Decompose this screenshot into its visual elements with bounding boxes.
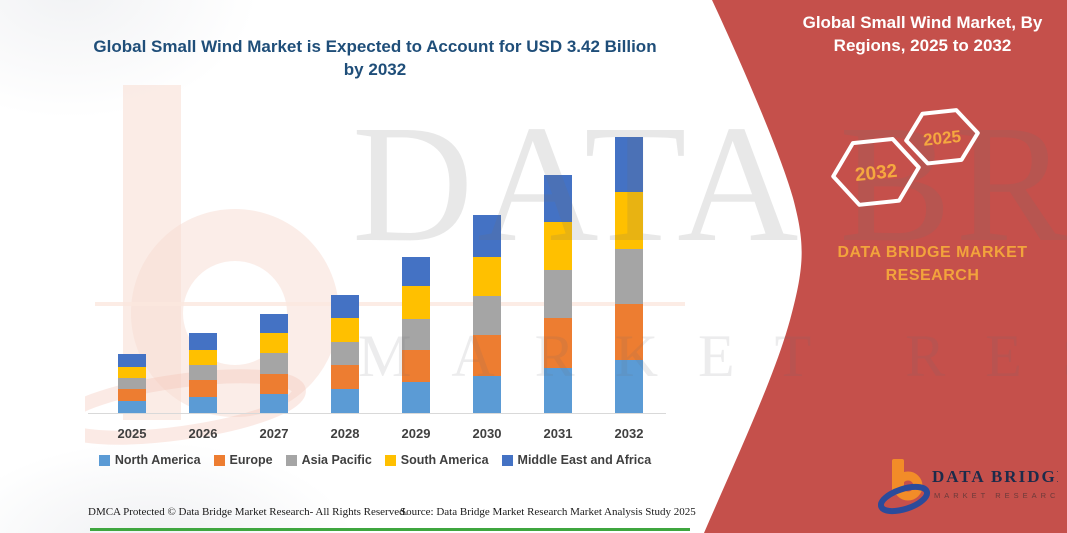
x-axis-line bbox=[88, 413, 666, 414]
bar-segment-2027-middle-east-and-africa bbox=[260, 314, 288, 333]
bar-2032 bbox=[615, 137, 643, 413]
bar-segment-2027-south-america bbox=[260, 333, 288, 353]
hexagon-2032: 2032 bbox=[831, 136, 921, 207]
bar-segment-2027-europe bbox=[260, 374, 288, 394]
bar-segment-2027-asia-pacific bbox=[260, 353, 288, 374]
bar-segment-2031-middle-east-and-africa bbox=[544, 175, 572, 222]
bar-segment-2030-europe bbox=[473, 335, 501, 376]
bar-segment-2029-middle-east-and-africa bbox=[402, 257, 430, 286]
copyright-text: DMCA Protected © Data Bridge Market Rese… bbox=[88, 506, 408, 518]
hexagon-2025: 2025 bbox=[904, 108, 980, 166]
legend-marker-icon bbox=[98, 454, 110, 466]
legend-label: South America bbox=[400, 453, 489, 467]
legend-label: Asia Pacific bbox=[301, 453, 372, 467]
svg-text:2032: 2032 bbox=[854, 161, 898, 186]
bar-segment-2026-north-america bbox=[189, 397, 217, 413]
bar-segment-2029-south-america bbox=[402, 286, 430, 319]
x-axis-label-2025: 2025 bbox=[117, 426, 147, 441]
source-text: Source: Data Bridge Market Research Mark… bbox=[400, 506, 696, 518]
legend-item-north-america: North America bbox=[98, 453, 201, 467]
x-axis-labels: 2025 2026 2027 2028 2029 2030 2031 2032 bbox=[90, 426, 668, 444]
sidebar-title: Global Small Wind Market, By Regions, 20… bbox=[802, 13, 1043, 55]
bar-segment-2031-south-america bbox=[544, 222, 572, 270]
footer-green-rule bbox=[90, 528, 690, 531]
bar-segment-2025-south-america bbox=[118, 367, 146, 378]
chart-title: Global Small Wind Market is Expected to … bbox=[93, 37, 657, 79]
bar-segment-2028-middle-east-and-africa bbox=[331, 295, 359, 318]
bar-2027 bbox=[260, 314, 288, 413]
legend-marker-icon bbox=[384, 454, 396, 466]
legend-item-europe: Europe bbox=[213, 453, 273, 467]
bar-segment-2029-asia-pacific bbox=[402, 319, 430, 350]
bar-segment-2030-asia-pacific bbox=[473, 296, 501, 335]
bar-segment-2029-europe bbox=[402, 350, 430, 382]
svg-text:2025: 2025 bbox=[922, 127, 962, 150]
x-axis-label-2027: 2027 bbox=[259, 426, 289, 441]
bar-2030 bbox=[473, 215, 501, 413]
bar-segment-2031-europe bbox=[544, 318, 572, 368]
bar-segment-2025-europe bbox=[118, 389, 146, 401]
bar-segment-2030-north-america bbox=[473, 376, 501, 413]
databridge-logo: DATA BRIDGE MARKET RESEARCH bbox=[878, 459, 1058, 515]
bar-segment-2028-europe bbox=[331, 365, 359, 389]
bar-segment-2028-asia-pacific bbox=[331, 342, 359, 365]
bar-segment-2028-north-america bbox=[331, 389, 359, 413]
x-axis-label-2032: 2032 bbox=[614, 426, 644, 441]
bar-segment-2032-asia-pacific bbox=[615, 249, 643, 304]
legend-marker-icon bbox=[501, 454, 513, 466]
legend-label: Europe bbox=[229, 453, 273, 467]
legend-label: Middle East and Africa bbox=[517, 453, 652, 467]
sidebar: Global Small Wind Market, By Regions, 20… bbox=[700, 0, 1067, 533]
bar-segment-2026-asia-pacific bbox=[189, 365, 217, 380]
x-axis-label-2031: 2031 bbox=[543, 426, 573, 441]
databridge-logo-icon bbox=[878, 459, 931, 515]
bar-2031 bbox=[544, 175, 572, 413]
bar-segment-2026-south-america bbox=[189, 350, 217, 365]
legend-item-south-america: South America bbox=[384, 453, 489, 467]
bar-segment-2027-north-america bbox=[260, 394, 288, 413]
bar-segment-2028-south-america bbox=[331, 318, 359, 342]
x-axis-label-2028: 2028 bbox=[330, 426, 360, 441]
bar-2029 bbox=[402, 257, 430, 413]
bar-segment-2026-middle-east-and-africa bbox=[189, 333, 217, 350]
chart-legend: North America Europe Asia Pacific South Ame… bbox=[62, 453, 688, 467]
bar-segment-2032-europe bbox=[615, 304, 643, 360]
sidebar-brand-text: DATA BRIDGE MARKET RESEARCH bbox=[837, 244, 1028, 285]
bar-segment-2032-north-america bbox=[615, 360, 643, 413]
bar-segment-2030-middle-east-and-africa bbox=[473, 215, 501, 257]
bar-segment-2032-middle-east-and-africa bbox=[615, 137, 643, 192]
svg-text:MARKET RESEARCH: MARKET RESEARCH bbox=[934, 491, 1058, 500]
bar-segment-2025-middle-east-and-africa bbox=[118, 354, 146, 367]
x-axis-label-2026: 2026 bbox=[188, 426, 218, 441]
legend-label: North America bbox=[114, 453, 201, 467]
bar-segment-2026-europe bbox=[189, 380, 217, 397]
bar-2028 bbox=[331, 295, 359, 413]
x-axis-label-2029: 2029 bbox=[401, 426, 431, 441]
x-axis-label-2030: 2030 bbox=[472, 426, 502, 441]
bar-2025 bbox=[118, 354, 146, 413]
legend-item-asia-pacific: Asia Pacific bbox=[285, 453, 372, 467]
legend-marker-icon bbox=[285, 454, 297, 466]
legend-marker-icon bbox=[213, 454, 225, 466]
bar-segment-2025-north-america bbox=[118, 401, 146, 413]
bar-segment-2030-south-america bbox=[473, 257, 501, 296]
bar-segment-2032-south-america bbox=[615, 192, 643, 249]
bar-plot-area bbox=[90, 123, 668, 413]
bar-segment-2031-north-america bbox=[544, 368, 572, 413]
bar-segment-2025-asia-pacific bbox=[118, 378, 146, 389]
bar-2026 bbox=[189, 333, 217, 413]
bar-segment-2031-asia-pacific bbox=[544, 270, 572, 318]
bar-segment-2029-north-america bbox=[402, 382, 430, 413]
year-hexagon-badges: 2025 2032 bbox=[831, 108, 980, 207]
svg-text:DATA BRIDGE: DATA BRIDGE bbox=[932, 467, 1058, 486]
legend-item-middle-east-and-africa: Middle East and Africa bbox=[501, 453, 652, 467]
